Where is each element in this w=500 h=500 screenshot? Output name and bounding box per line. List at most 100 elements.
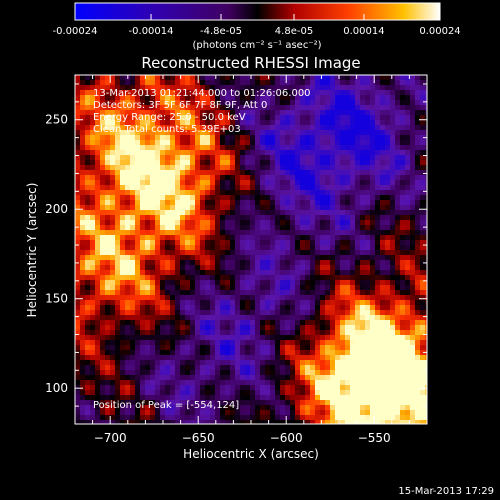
heatmap-cell (290, 140, 296, 146)
heatmap-cell (315, 170, 321, 176)
heatmap-cell (350, 370, 356, 376)
heatmap-cell (280, 325, 286, 331)
heatmap-cell (80, 345, 86, 351)
heatmap-cell (210, 335, 216, 341)
heatmap-cell (345, 325, 351, 331)
heatmap-cell (305, 95, 311, 101)
heatmap-cell (255, 415, 261, 421)
heatmap-cell (280, 115, 286, 121)
heatmap-cell (95, 300, 101, 306)
heatmap-cell (145, 215, 151, 221)
heatmap-cell (275, 130, 281, 136)
heatmap-cell (95, 330, 101, 336)
heatmap-cell (425, 280, 427, 286)
heatmap-cell (420, 95, 426, 101)
heatmap-cell (425, 175, 427, 181)
heatmap-cell (200, 280, 206, 286)
heatmap-cell (380, 235, 386, 241)
heatmap-cell (235, 365, 241, 371)
heatmap-cell (185, 330, 191, 336)
heatmap-cell (210, 360, 216, 366)
heatmap-cell (340, 420, 346, 424)
heatmap-cell (400, 415, 406, 421)
heatmap-cell (360, 395, 366, 401)
heatmap-cell (180, 370, 186, 376)
heatmap-cell (80, 165, 86, 171)
heatmap-cell (80, 340, 86, 346)
heatmap-cell (350, 260, 356, 266)
heatmap-cell (205, 275, 211, 281)
heatmap-cell (225, 265, 231, 271)
heatmap-cell (215, 75, 221, 81)
heatmap-cell (345, 335, 351, 341)
heatmap-cell (115, 110, 121, 116)
heatmap-cell (120, 150, 126, 156)
heatmap-cell (245, 410, 251, 416)
heatmap-cell (270, 160, 276, 166)
heatmap-cell (275, 200, 281, 206)
heatmap-cell (180, 345, 186, 351)
heatmap-cell (205, 220, 211, 226)
heatmap-cell (95, 395, 101, 401)
heatmap-cell (285, 145, 291, 151)
heatmap-cell (365, 185, 371, 191)
heatmap-cell (390, 315, 396, 321)
heatmap-cell (400, 90, 406, 96)
heatmap-cell (245, 260, 251, 266)
heatmap-cell (270, 335, 276, 341)
heatmap-cell (75, 245, 81, 251)
heatmap-cell (125, 300, 131, 306)
heatmap-cell (215, 120, 221, 126)
heatmap-cell (225, 355, 231, 361)
heatmap-cell (335, 155, 341, 161)
heatmap-cell (285, 265, 291, 271)
heatmap-cell (200, 360, 206, 366)
heatmap-cell (120, 145, 126, 151)
heatmap-cell (320, 80, 326, 86)
heatmap-cell (220, 150, 226, 156)
heatmap-cell (280, 350, 286, 356)
heatmap-cell (305, 205, 311, 211)
heatmap-cell (145, 250, 151, 256)
heatmap-cell (145, 335, 151, 341)
heatmap-cell (130, 230, 136, 236)
heatmap-cell (175, 100, 181, 106)
heatmap-cell (255, 155, 261, 161)
heatmap-cell (305, 215, 311, 221)
heatmap-cell (205, 150, 211, 156)
heatmap-cell (265, 130, 271, 136)
heatmap-cell (280, 380, 286, 386)
heatmap-cell (75, 90, 81, 96)
heatmap-cell (170, 215, 176, 221)
heatmap-cell (340, 380, 346, 386)
heatmap-cell (210, 385, 216, 391)
heatmap-cell (410, 90, 416, 96)
heatmap-cell (75, 415, 81, 421)
heatmap-cell (250, 95, 256, 101)
heatmap-cell (420, 340, 426, 346)
heatmap-cell (125, 185, 131, 191)
heatmap-cell (255, 340, 261, 346)
heatmap-cell (255, 280, 261, 286)
heatmap-cell (240, 215, 246, 221)
heatmap-cell (375, 215, 381, 221)
heatmap-cell (190, 200, 196, 206)
heatmap-cell (100, 80, 106, 86)
heatmap-cell (105, 380, 111, 386)
heatmap-cell (235, 370, 241, 376)
heatmap-cell (305, 320, 311, 326)
heatmap-cell (85, 415, 91, 421)
heatmap-cell (315, 90, 321, 96)
heatmap-cell (405, 205, 411, 211)
heatmap-cell (150, 245, 156, 251)
heatmap-cell (305, 170, 311, 176)
heatmap-cell (395, 80, 401, 86)
heatmap-cell (235, 360, 241, 366)
heatmap-cell (155, 395, 161, 401)
heatmap-cell (365, 155, 371, 161)
heatmap-cell (380, 160, 386, 166)
heatmap-cell (150, 145, 156, 151)
heatmap-cell (265, 105, 271, 111)
heatmap-cell (85, 220, 91, 226)
heatmap-cell (285, 250, 291, 256)
